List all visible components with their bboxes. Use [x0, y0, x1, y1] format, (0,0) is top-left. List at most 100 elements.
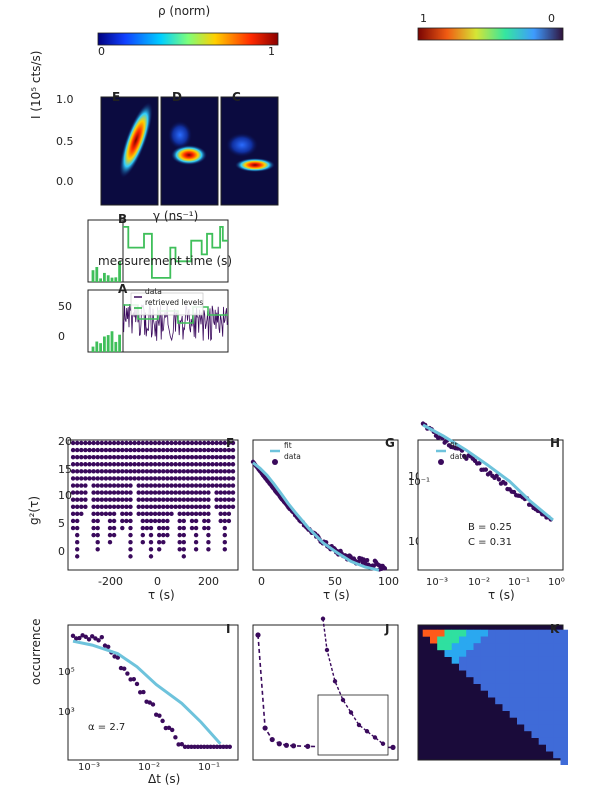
panel-f-point	[218, 490, 223, 495]
panel-f-point	[148, 454, 154, 460]
panel-k-cell	[473, 636, 481, 644]
panel-f-point	[136, 490, 141, 495]
rho-colorbar-label: ρ (norm)	[158, 4, 210, 18]
panel-i-ytick-0: 10³	[58, 707, 75, 718]
panel-f-point	[165, 532, 170, 538]
panel-k-cell	[524, 663, 532, 671]
panel-k-cell	[488, 683, 496, 691]
panel-i-point	[214, 744, 220, 749]
panel-i-point	[198, 744, 204, 749]
panel-f-point	[165, 511, 170, 517]
panel-i-point	[227, 744, 232, 749]
panel-h-legend: fit data	[436, 441, 467, 465]
panel-k-cell	[546, 697, 554, 705]
panel-f-point	[152, 469, 158, 474]
panel-i-point	[211, 744, 216, 749]
panel-f-point	[226, 490, 232, 495]
panel-k-cell	[531, 683, 539, 691]
panel-f-point	[202, 447, 207, 453]
panel-f-point	[144, 440, 150, 446]
panel-i-point	[138, 690, 143, 695]
panel-f-point	[177, 454, 182, 460]
panel-f-point	[157, 447, 162, 453]
panel-f-point	[140, 469, 145, 474]
heat-ylabel: I (10⁵ cts/s)	[29, 51, 43, 119]
panel-h-annotation-c: C = 0.31	[468, 537, 512, 548]
panel-f-point	[214, 440, 219, 446]
panel-f-point	[152, 454, 158, 460]
panel-k-cell	[517, 683, 525, 691]
panel-k-cell	[495, 663, 503, 671]
panel-f-point	[79, 476, 84, 481]
panel-f-point	[144, 454, 150, 460]
panel-f-point	[91, 462, 96, 467]
panel-f-point	[124, 476, 129, 481]
panel-g-point	[371, 563, 377, 568]
panel-k-cell	[480, 663, 489, 671]
panel-f-point	[230, 447, 236, 453]
panel-i-point	[128, 677, 133, 682]
panel-f-point	[87, 462, 92, 467]
panel-k-cell	[517, 710, 525, 718]
panel-f-point	[120, 483, 125, 488]
panel-k-cell	[437, 629, 445, 637]
panel-f-point	[157, 540, 162, 545]
panel-k-cell	[546, 650, 554, 657]
panel-f-point	[140, 462, 145, 467]
panel-k-cell	[502, 670, 510, 678]
panel-k-cell	[560, 690, 568, 698]
panel-b-hist-bar	[110, 277, 114, 282]
panel-f-point	[95, 447, 100, 453]
panel-f-point	[177, 525, 182, 531]
panel-f-point	[198, 504, 203, 509]
panel-f-point	[148, 469, 154, 474]
panel-f-point	[177, 462, 182, 467]
panel-f-point	[148, 440, 154, 446]
panel-k-cell	[437, 643, 445, 651]
panel-f-point	[70, 497, 76, 502]
panel-k-cell	[546, 737, 554, 745]
panel-f-point	[87, 440, 92, 446]
panel-f-point	[140, 511, 145, 517]
panel-f-ytick-0: 0	[58, 545, 65, 558]
panel-f-point	[177, 540, 182, 545]
panel-f-point	[189, 469, 195, 474]
panel-i-point	[205, 744, 210, 749]
panel-f-point	[181, 462, 186, 467]
panel-i-point	[192, 744, 197, 749]
panel-a-levels	[123, 304, 228, 324]
panel-f-point	[136, 511, 141, 517]
panel-a-hist-bar	[110, 331, 114, 352]
panel-f-point	[152, 447, 158, 453]
panel-f-point	[103, 469, 109, 474]
panel-f-point	[144, 462, 150, 467]
panel-f-point	[181, 497, 186, 502]
panel-f-point	[181, 525, 186, 531]
panel-f-point	[99, 497, 104, 502]
panel-f-point	[91, 525, 96, 531]
panel-f-point	[91, 483, 96, 488]
panel-f-point	[169, 476, 174, 481]
panel-k-cell	[531, 643, 539, 651]
panel-f-point	[99, 483, 104, 488]
panel-f-point	[91, 476, 96, 481]
panel-k-cell	[546, 717, 554, 725]
panel-f-point	[75, 447, 80, 453]
panel-f-point	[157, 462, 162, 467]
panel-f-point	[202, 476, 207, 481]
panel-k-cell	[422, 629, 431, 637]
panel-f-point	[181, 447, 186, 453]
panel-k-cell	[480, 677, 489, 684]
panel-k-cell	[473, 643, 481, 651]
panel-f-point	[157, 440, 162, 446]
panel-f-point	[169, 497, 174, 502]
panel-f-point	[99, 462, 104, 467]
panel-i-point	[83, 634, 88, 640]
panel-k-cell	[466, 656, 474, 664]
panel-f-point	[218, 462, 223, 467]
panel-e-letter: E	[112, 90, 120, 104]
panel-f-point	[95, 454, 100, 460]
panel-f-point	[185, 511, 191, 517]
panel-i-point	[182, 744, 188, 749]
panel-f-point	[222, 532, 227, 538]
